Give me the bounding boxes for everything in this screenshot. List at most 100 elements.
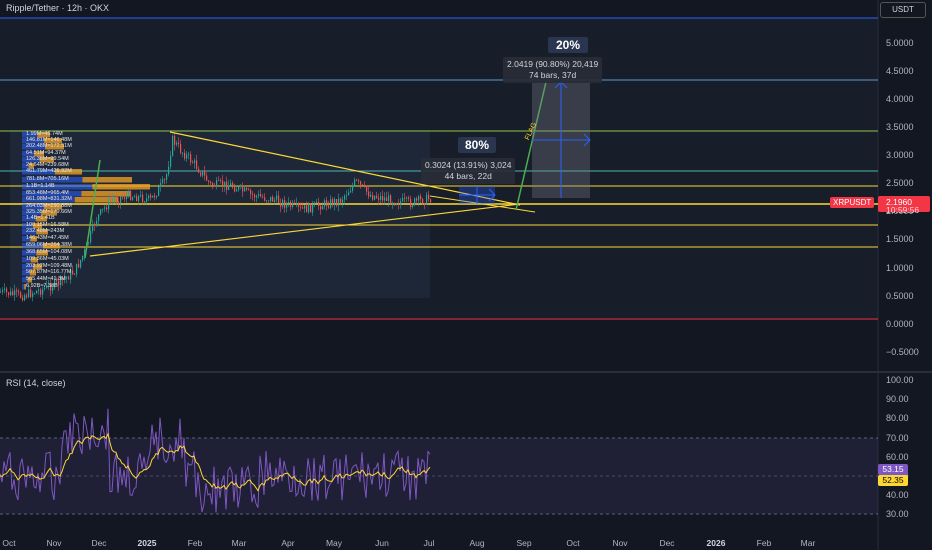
volume-profile-label: 6.92B≈7.38B [26,283,58,289]
volume-profile-bar-up [92,184,150,190]
volume-profile-bar-up [33,223,42,229]
volume-profile-bar-down [22,284,25,290]
volume-profile-bar-down [22,257,31,263]
currency-button[interactable]: USDT [880,2,926,18]
volume-profile-label: 24.64M≈239.68M [26,162,69,168]
volume-profile-bar-up [45,144,64,150]
volume-profile-bar-down [22,169,55,175]
volume-profile-bar-up [30,257,38,263]
price-tick-label: 4.5000 [886,66,914,76]
projection-long-line2: 74 bars, 37d [528,70,577,80]
volume-profile-bar-up [29,270,36,276]
volume-profile-bar-up [74,197,118,203]
volume-profile-label: 565.44M≈41.8M [26,276,66,282]
volume-profile-bar-up [36,229,48,235]
volume-profile-bar-up [34,151,44,157]
volume-profile-bar-down [22,177,83,183]
volume-profile-label: 146.43M≈47.45M [26,235,69,241]
trendline-upper[interactable] [169,131,521,206]
volume-profile-label: 232.48M≈243M [26,228,65,234]
volume-profile-bar-up [81,191,130,197]
date-range-box[interactable] [10,130,430,298]
volume-profile-label: 325.35M≈179.66M [26,209,72,215]
volume-profile-label: 203.92M≈109.48M [26,263,72,269]
projection-short-line1: 0.3024 (13.91%) 3,024 [425,160,512,170]
time-tick-label: Dec [659,538,675,548]
volume-profile-bar-down [22,151,35,157]
volume-profile-bar-up [55,169,82,175]
volume-profile-bar-up [44,138,62,144]
projection-leg-left[interactable] [84,159,101,259]
volume-profile-bar-down [22,216,36,222]
volume-profile-label: 1.99M≈46.74M [26,131,63,137]
price-tick-label: 1.5000 [886,234,914,244]
volume-profile-bar-up [28,163,34,169]
volume-profile-bar-down [22,138,44,144]
rsi-value-badge: 53.15 [878,464,908,475]
rsi-title[interactable]: RSI (14, close) [6,378,66,388]
time-tick-label: Jul [423,538,435,548]
price-tick-label: 0.0000 [886,319,914,329]
volume-profile[interactable] [22,132,150,290]
volume-profile-bar-down [22,210,42,216]
projection-long-info: 2.0419 (90.80%) 20,419 74 bars, 37d [503,57,603,83]
volume-profile-bar-down [22,223,33,229]
rsi-tick-label: 30.00 [886,509,909,519]
trendline-extension[interactable] [429,195,536,213]
volume-profile-bar-up [82,177,132,183]
candles [0,132,432,302]
time-tick-label: May [325,538,343,548]
volume-profile-label: 146.81M≈146.48M [26,137,72,143]
rsi-ma-value-badge: 52.35 [878,475,908,486]
projection-short-line2: 44 bars, 22d [444,171,492,181]
rsi-tick-label: 40.00 [886,490,909,500]
time-tick-label: 2026 [706,538,726,548]
projection-long-percent: 20% [548,37,588,53]
time-tick-label: Oct [566,538,580,548]
volume-profile-bar-down [22,191,82,197]
projection-leg-right[interactable] [515,81,547,211]
price-tick-label: 1.0000 [886,263,914,273]
time-tick-label: Oct [2,538,16,548]
volume-profile-bar-down [22,157,40,163]
trendline-lower[interactable] [89,203,521,257]
volume-profile-bar-up [37,132,50,138]
time-tick-label: 2025 [137,538,157,548]
volume-profile-label: 64.51M≈94.37M [26,150,66,156]
volume-profile-bar-up [33,264,42,270]
volume-profile-bar-down [22,270,30,276]
time-tick-label: Feb [187,538,203,548]
time-tick-label: Feb [756,538,772,548]
volume-profile-label: 781.8M≈705.16M [26,176,69,182]
volume-profile-bar-up [30,236,37,242]
volume-profile-label: 659.06M≈264.38M [26,242,72,248]
time-tick-label: Sep [516,538,532,548]
time-tick-label: Aug [469,538,485,548]
volume-profile-bar-down [22,184,93,190]
volume-profile-label: 126.38M≈99.54M [26,156,69,162]
volume-profile-bar-up [24,284,26,290]
volume-profile-label: 100.15M≈16.58M [26,222,69,228]
price-tick-label: −0.5000 [886,347,919,357]
volume-profile-label: 368.65M≈104.08M [26,249,72,255]
rsi-tick-label: 60.00 [886,452,909,462]
price-tick-label: 0.5000 [886,291,914,301]
price-tick-label: 3.0000 [886,150,914,160]
rsi-tick-label: 100.00 [886,375,914,385]
volume-profile-bar-up [39,157,54,163]
time-tick-label: Apr [281,538,295,548]
volume-profile-bar-down [22,197,75,203]
volume-profile-bar-down [22,264,33,270]
volume-profile-bar-down [22,277,28,283]
volume-profile-bar-down [22,132,38,138]
time-tick-label: Mar [800,538,816,548]
projection-short-info: 0.3024 (13.91%) 3,024 44 bars, 22d [421,158,516,184]
time-tick-label: Dec [91,538,107,548]
price-tick-label: 5.0000 [886,38,914,48]
rsi-ma-line [0,432,431,492]
symbol-tag: XRPUSDT [830,197,875,208]
time-tick-label: Nov [612,538,628,548]
volume-profile-label: 661.98M≈831.32M [26,196,72,202]
